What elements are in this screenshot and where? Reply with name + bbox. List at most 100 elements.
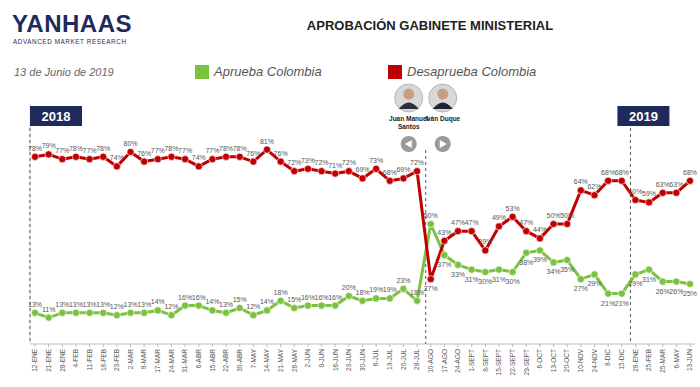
data-label: 72% — [315, 159, 329, 166]
point — [304, 302, 311, 309]
point — [564, 256, 571, 263]
data-label: 16% — [178, 294, 192, 301]
x-tick-label: 8-SEPT — [482, 349, 489, 372]
point — [495, 223, 502, 230]
point — [222, 153, 229, 160]
point — [659, 278, 666, 285]
subtitle: 13 de Junio de 2019 — [14, 66, 114, 78]
data-label: 77% — [178, 147, 192, 154]
event-line — [30, 128, 31, 344]
point — [645, 266, 652, 273]
point — [222, 309, 229, 316]
x-tick — [430, 344, 431, 347]
data-label: 18% — [355, 289, 369, 296]
series-line — [35, 224, 690, 318]
data-label: 37% — [437, 261, 451, 268]
x-tick-label: 28-ENE — [632, 348, 639, 371]
x-tick — [185, 344, 186, 347]
point — [591, 192, 598, 199]
point — [277, 297, 284, 304]
x-tick-label: 7-MAY — [250, 348, 257, 368]
data-label: 16% — [301, 294, 315, 301]
point — [236, 304, 243, 311]
x-tick — [526, 344, 527, 347]
x-tick — [348, 344, 349, 347]
x-tick-label: 30-JUN — [359, 349, 366, 371]
point — [250, 158, 257, 165]
point — [100, 153, 107, 160]
point — [673, 189, 680, 196]
x-tick — [266, 344, 267, 347]
arrow-button — [435, 136, 451, 152]
data-label: 76% — [246, 150, 260, 157]
data-label: 26% — [669, 288, 683, 295]
x-tick-label: 22-SEPT — [509, 349, 516, 375]
point — [618, 177, 625, 184]
chart: YANHAASADVANCED MARKET RESEARCHAPROBACIÓ… — [0, 0, 700, 387]
data-label: 59% — [642, 190, 656, 197]
x-tick — [580, 344, 581, 347]
point — [291, 304, 298, 311]
data-label: 16% — [328, 294, 342, 301]
point — [536, 247, 543, 254]
legend-label: Aprueba Colombia — [213, 64, 322, 79]
point — [127, 309, 134, 316]
y-axis — [30, 104, 31, 344]
x-tick — [458, 344, 459, 347]
data-label: 44% — [533, 226, 547, 233]
data-label: 30% — [478, 278, 492, 285]
point — [454, 228, 461, 235]
point — [645, 199, 652, 206]
x-tick-label: 15-ABR — [209, 349, 216, 372]
point — [373, 165, 380, 172]
point — [291, 168, 298, 175]
x-tick — [35, 344, 36, 347]
data-label: 68% — [383, 169, 397, 176]
x-tick — [608, 344, 609, 347]
data-label: 78% — [233, 145, 247, 152]
data-label: 27% — [574, 285, 588, 292]
data-label: 72% — [287, 159, 301, 166]
x-tick-label: 2-JUN — [304, 349, 311, 368]
data-label: 49% — [492, 214, 506, 221]
x-tick — [212, 344, 213, 347]
point — [427, 276, 434, 283]
point — [209, 156, 216, 163]
legend-swatch — [388, 65, 402, 79]
point — [386, 295, 393, 302]
data-label: 19% — [383, 286, 397, 293]
brand-tagline: ADVANCED MARKET RESEARCH — [13, 38, 127, 45]
x-tick-label: 25-FEB — [645, 349, 652, 371]
data-label: 13% — [124, 301, 138, 308]
x-tick-label: 6-MAY — [673, 348, 680, 368]
data-label: 34% — [547, 268, 561, 275]
point — [359, 175, 366, 182]
event-label-line: Santos — [398, 123, 420, 130]
x-tick — [321, 344, 322, 347]
year-label: 2018 — [42, 109, 71, 124]
x-tick-label: 17-MAR — [154, 349, 161, 373]
point — [673, 278, 680, 285]
x-tick-label: 18-FEB — [100, 349, 107, 371]
data-label: 73% — [369, 157, 383, 164]
point — [45, 151, 52, 158]
data-label: 13% — [69, 301, 83, 308]
arrow-button — [401, 136, 417, 152]
x-tick-label: 20-JUL — [400, 349, 407, 370]
data-label: 68% — [601, 169, 615, 176]
point — [154, 156, 161, 163]
x-tick — [253, 344, 254, 347]
x-tick — [690, 344, 691, 347]
data-label: 15% — [233, 296, 247, 303]
data-label: 25% — [683, 290, 697, 297]
data-label: 50% — [560, 212, 574, 219]
data-label: 78% — [69, 145, 83, 152]
x-tick — [567, 344, 568, 347]
point — [632, 271, 639, 278]
point — [632, 196, 639, 203]
x-tick-label: 11-FEB — [86, 349, 93, 371]
x-tick-label: 12-ENE — [31, 348, 38, 371]
point — [523, 228, 530, 235]
x-tick-label: 6-ABR — [195, 349, 202, 368]
data-label: 26% — [656, 288, 670, 295]
